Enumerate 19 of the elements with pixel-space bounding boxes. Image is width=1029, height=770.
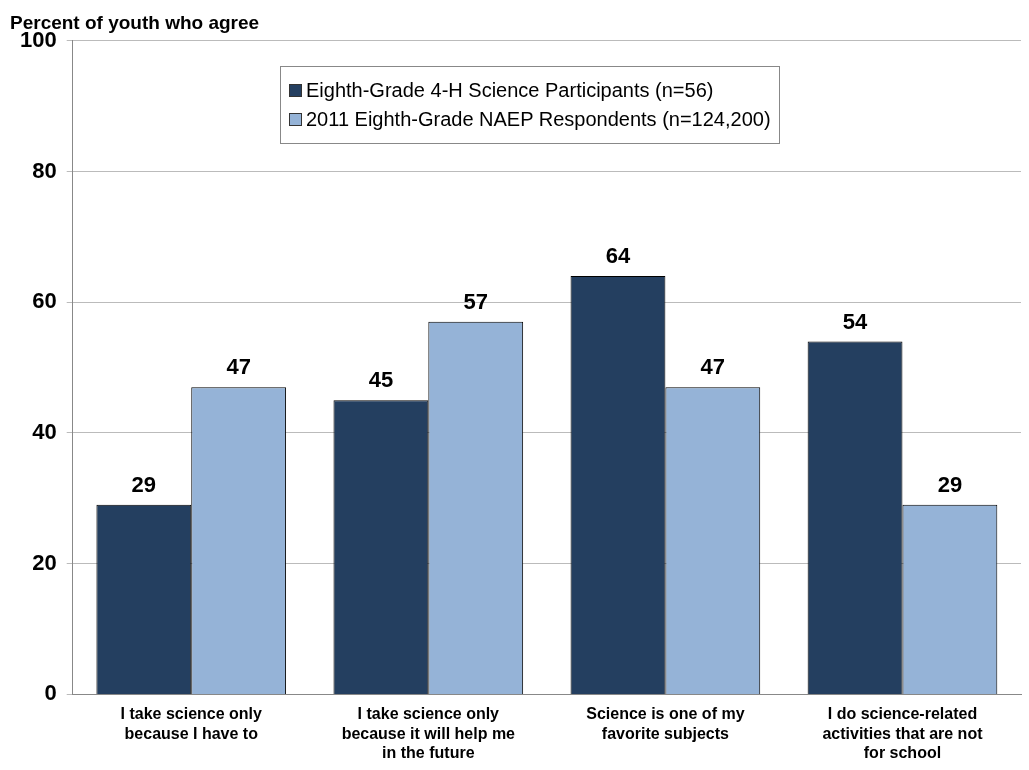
y-tick-label: 0 [44,680,57,706]
y-tick-label: 20 [32,549,57,575]
x-tick-label: I take science only because I have to [120,705,263,742]
data-label: 64 [605,243,631,269]
x-tick-label: I do science-related activities that are not for school [822,705,984,761]
data-label: 47 [700,354,726,380]
y-tick-label: 60 [32,288,57,314]
x-tick-label: Science is one of my favorite subjects [586,705,745,742]
y-tick-label: 40 [32,419,57,445]
y-tick-label: 80 [32,157,57,183]
data-label: 29 [937,471,963,497]
data-label: 54 [842,308,869,334]
x-tick-label: I take science only because it will help me in the future [341,705,516,761]
data-label: 47 [226,354,251,380]
legend-label: Eighth-Grade 4-H Science Participants (n=56) [306,79,714,102]
data-label: 45 [368,367,394,393]
data-label: 57 [463,288,488,314]
data-label: 29 [131,471,157,497]
legend-label: 2011 Eighth-Grade NAEP Respondents (n=124,200) [306,108,771,131]
